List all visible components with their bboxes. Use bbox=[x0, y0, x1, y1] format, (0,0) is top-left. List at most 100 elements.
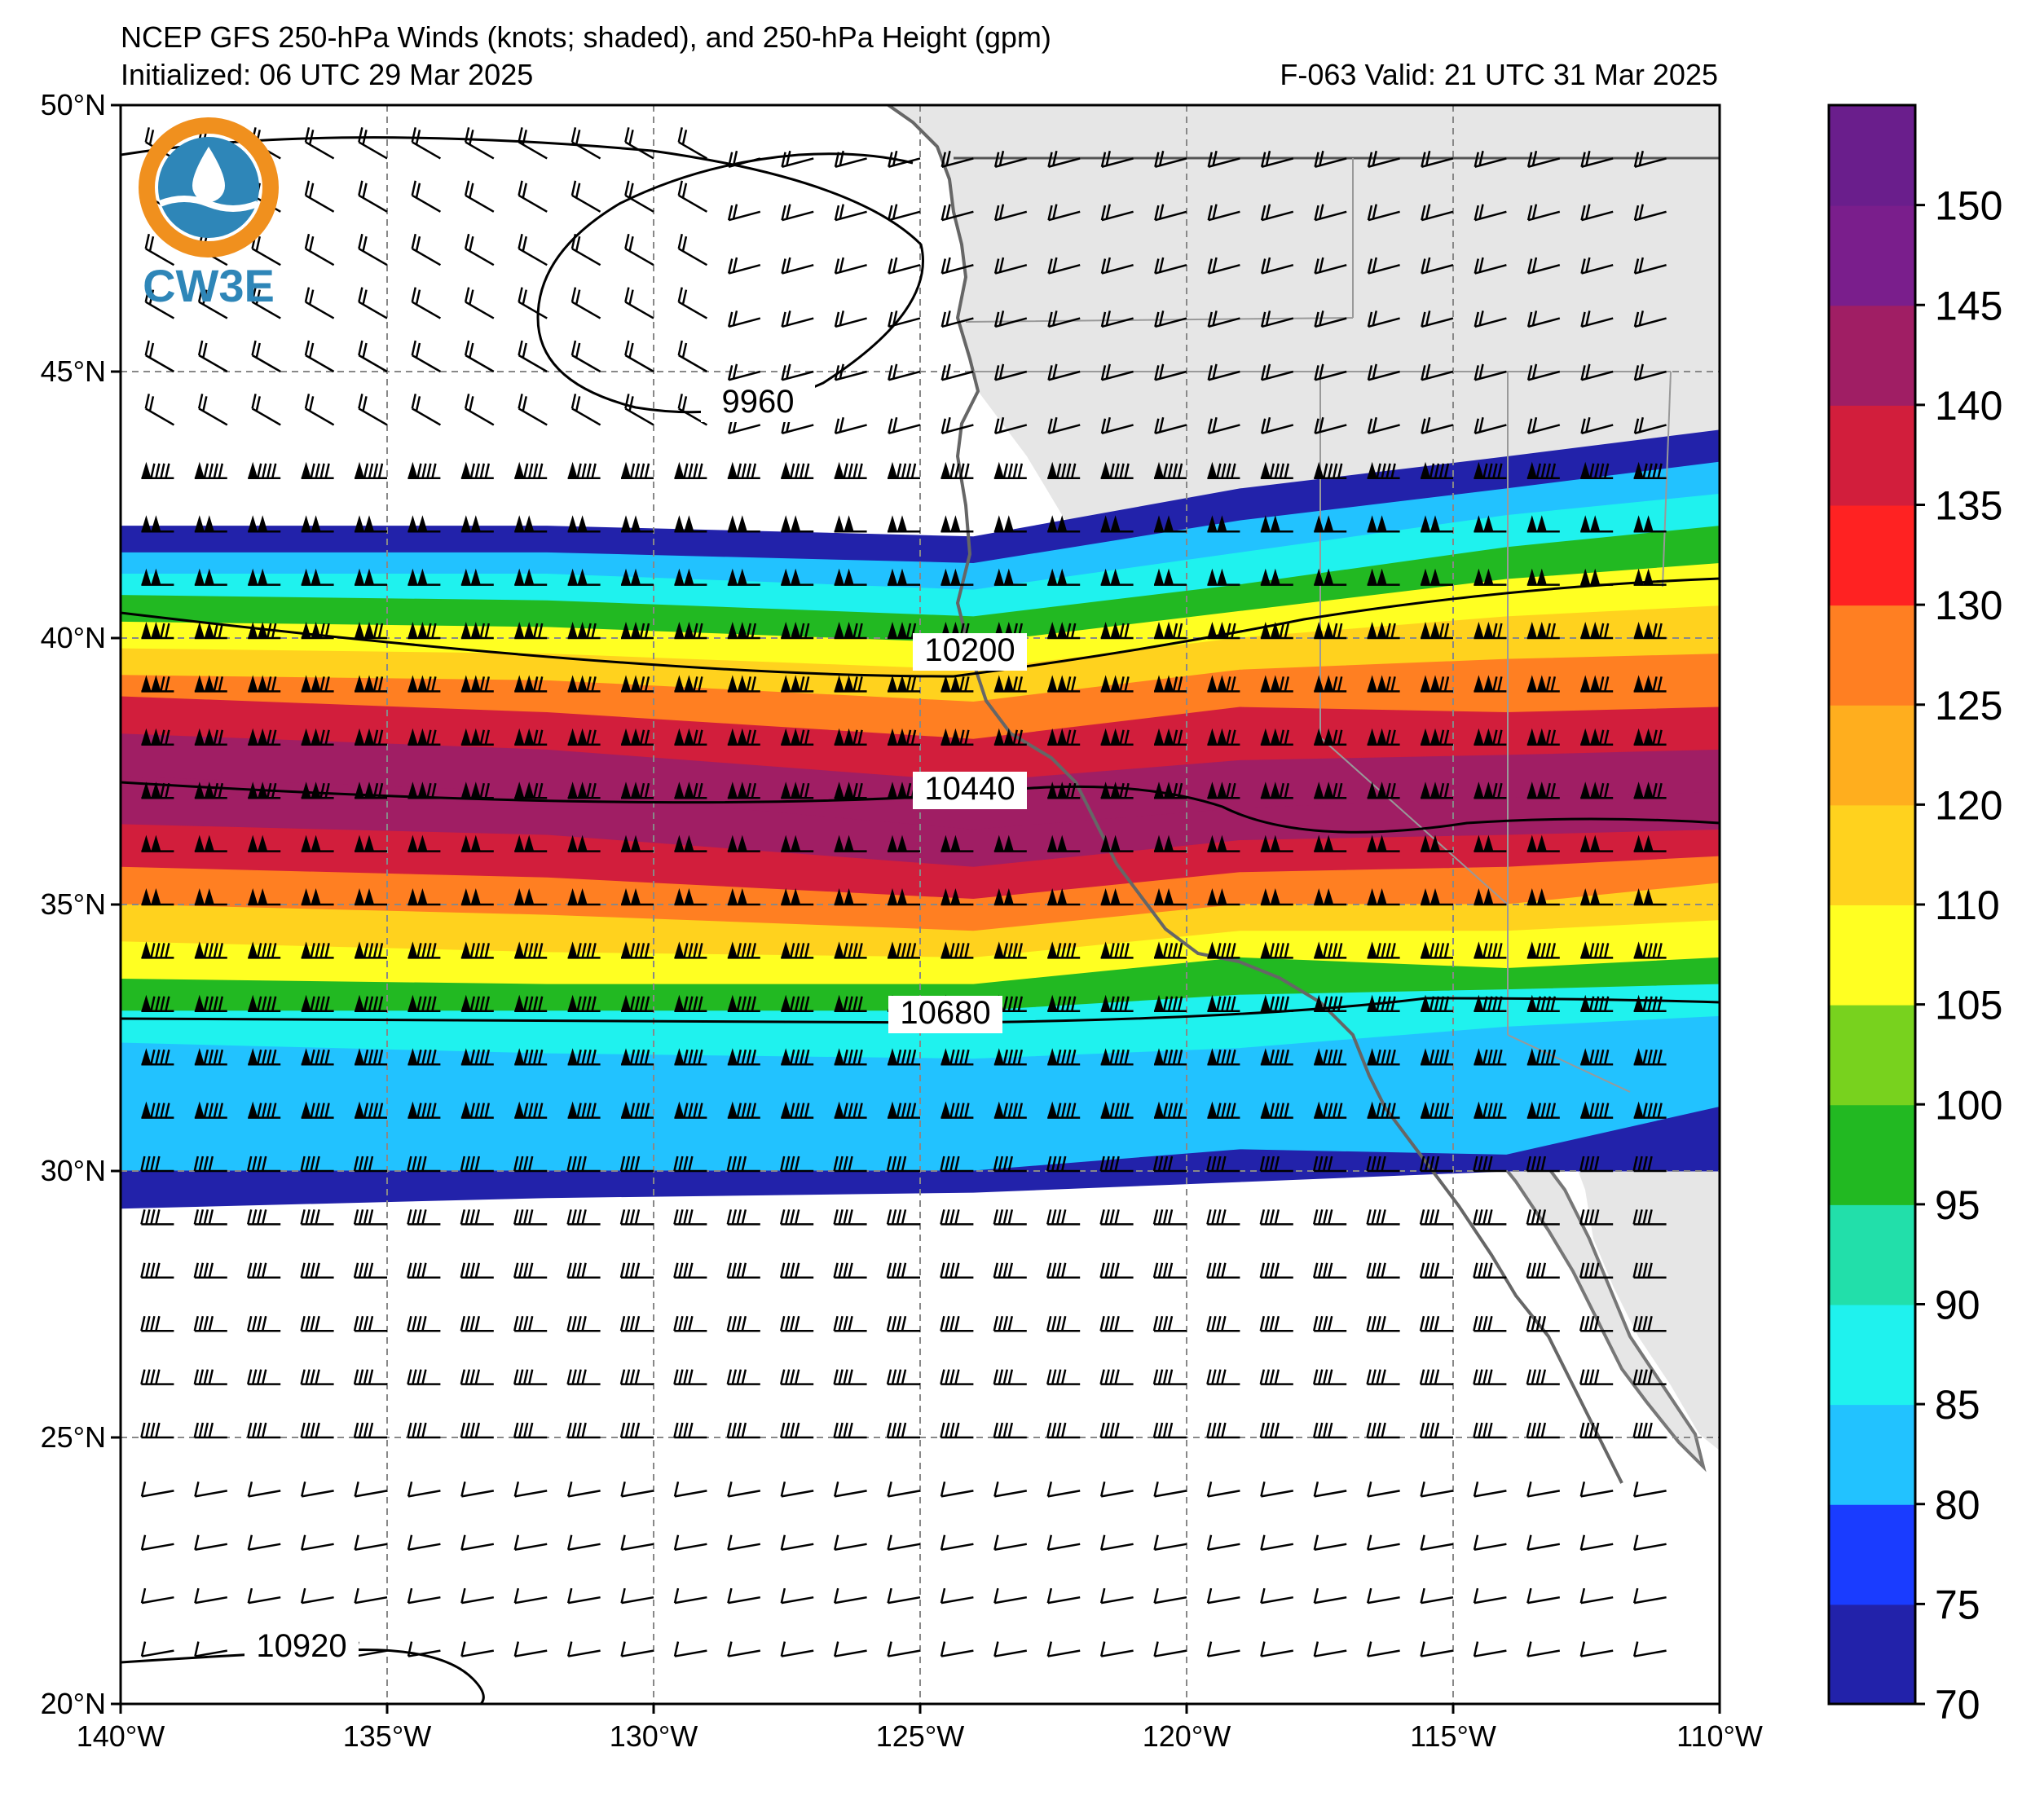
barb-flag bbox=[781, 515, 791, 532]
barb-feather bbox=[208, 996, 214, 1012]
barb-feather bbox=[527, 1049, 534, 1065]
barb-flag bbox=[1526, 834, 1537, 852]
barb-feather bbox=[431, 1103, 437, 1118]
barb-flag bbox=[1314, 834, 1324, 852]
barb-feather bbox=[949, 1262, 955, 1279]
barb-feather bbox=[1637, 1315, 1643, 1332]
barb-feather bbox=[160, 463, 165, 479]
barb-feather bbox=[993, 1315, 999, 1332]
barb-feather bbox=[308, 236, 315, 252]
barb-feather bbox=[1317, 1422, 1324, 1438]
barb-flag bbox=[248, 568, 258, 585]
barb-flag bbox=[514, 941, 525, 958]
barb-feather bbox=[581, 1103, 587, 1118]
barb-feather bbox=[1012, 996, 1019, 1012]
wind-barb bbox=[1474, 675, 1507, 693]
wind-barb bbox=[460, 568, 494, 586]
barb-feather bbox=[1216, 943, 1222, 958]
barb-feather bbox=[416, 1422, 422, 1438]
barb-shaft bbox=[567, 1490, 601, 1498]
barb-feather bbox=[628, 342, 634, 359]
barb-feather bbox=[256, 1262, 262, 1279]
barb-feather bbox=[198, 1369, 205, 1384]
barb-feather bbox=[193, 1262, 200, 1279]
barb-feather bbox=[1531, 1156, 1537, 1172]
wind-barb bbox=[194, 515, 227, 533]
barb-feather bbox=[165, 623, 170, 639]
barb-flag bbox=[631, 834, 641, 852]
barb-feather bbox=[469, 130, 474, 145]
wind-barb bbox=[514, 675, 548, 693]
barb-shaft bbox=[358, 194, 388, 213]
barb-feather bbox=[1637, 1262, 1643, 1279]
barb-flag bbox=[1314, 461, 1324, 478]
barb-feather bbox=[843, 943, 848, 958]
barb-feather bbox=[208, 1103, 214, 1118]
barb-feather bbox=[586, 782, 592, 799]
barb-feather bbox=[1157, 1156, 1164, 1172]
barb-feather bbox=[639, 623, 645, 639]
barb-feather bbox=[1443, 676, 1450, 692]
barb-flag bbox=[684, 568, 694, 585]
wind-barb bbox=[781, 1048, 814, 1066]
barb-feather bbox=[208, 1209, 214, 1225]
barb-feather bbox=[1153, 1641, 1159, 1657]
wind-barb bbox=[407, 888, 441, 906]
wind-barb bbox=[834, 675, 867, 693]
barb-shaft bbox=[1207, 1543, 1240, 1551]
barb-feather bbox=[1119, 729, 1125, 746]
wind-barb bbox=[567, 461, 601, 480]
barb-feather bbox=[208, 1315, 214, 1332]
wind-barb bbox=[888, 257, 921, 275]
barb-feather bbox=[1647, 1209, 1653, 1225]
barb-feather bbox=[261, 1156, 267, 1172]
barb-feather bbox=[1012, 729, 1019, 746]
wind-barb bbox=[993, 416, 1028, 434]
barb-feather bbox=[1007, 1156, 1014, 1172]
wind-barb bbox=[1367, 461, 1400, 480]
wind-barb bbox=[941, 675, 974, 693]
barb-shaft bbox=[1421, 1490, 1454, 1498]
barb-feather bbox=[1419, 1262, 1425, 1279]
barb-shaft bbox=[1633, 1649, 1667, 1657]
wind-barb bbox=[1154, 363, 1187, 381]
height-contour-label: 10200 bbox=[913, 632, 1027, 671]
barb-feather bbox=[431, 782, 437, 799]
barb-flag bbox=[460, 834, 471, 852]
barb-flag bbox=[204, 834, 214, 852]
barb-shaft bbox=[248, 1490, 281, 1498]
barb-feather bbox=[1322, 1156, 1328, 1172]
wind-barb bbox=[141, 834, 174, 852]
barb-flag bbox=[204, 622, 214, 638]
barb-feather bbox=[155, 1262, 161, 1279]
barb-feather bbox=[537, 1049, 544, 1065]
barb-feather bbox=[1588, 1262, 1595, 1279]
barb-flag bbox=[1154, 781, 1164, 799]
barb-feather bbox=[1002, 1262, 1009, 1279]
wind-barb bbox=[1154, 728, 1187, 746]
barb-feather bbox=[1100, 365, 1107, 381]
barb-feather bbox=[1492, 729, 1498, 746]
wind-barb bbox=[888, 1048, 920, 1066]
barb-feather bbox=[513, 1481, 520, 1497]
wind-barb bbox=[194, 1587, 228, 1605]
barb-feather bbox=[421, 463, 427, 479]
barb-feather bbox=[247, 1534, 253, 1551]
wind-barb bbox=[1206, 1156, 1240, 1173]
barb-feather bbox=[1637, 1209, 1643, 1225]
barb-feather bbox=[1274, 1156, 1280, 1172]
wind-barb bbox=[407, 1422, 441, 1439]
barb-feather bbox=[518, 1262, 524, 1279]
barb-feather bbox=[1531, 310, 1538, 326]
barb-flag bbox=[1474, 728, 1484, 745]
barb-feather bbox=[905, 1049, 912, 1065]
wind-barb bbox=[1260, 941, 1293, 959]
barb-feather bbox=[1284, 729, 1290, 746]
wind-barb bbox=[1526, 1315, 1560, 1332]
barb-feather bbox=[1425, 363, 1431, 380]
barb-feather bbox=[683, 1209, 689, 1225]
wind-barb bbox=[566, 1534, 601, 1551]
barb-feather bbox=[698, 463, 703, 479]
barb-shaft bbox=[621, 1649, 654, 1657]
wind-barb bbox=[993, 888, 1027, 906]
